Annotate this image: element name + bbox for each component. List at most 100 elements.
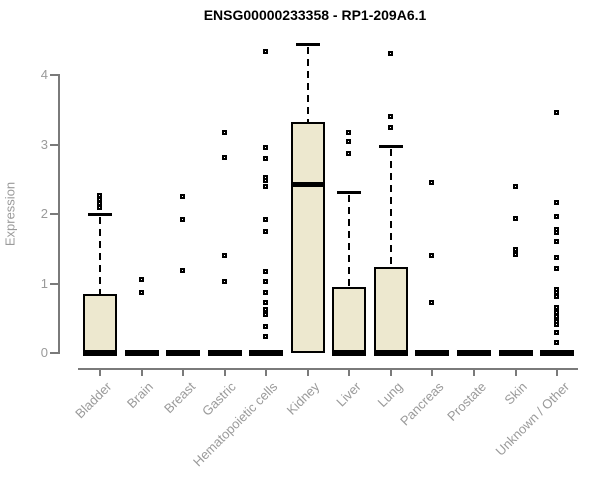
whisker-cap-kidney (295, 42, 320, 46)
outlier-point (180, 267, 186, 273)
whisker-lung (389, 148, 392, 267)
outlier-point (221, 279, 227, 285)
x-axis-line (78, 368, 578, 370)
outlier-point (221, 252, 227, 258)
median-liver (332, 350, 367, 356)
outlier-point (138, 277, 144, 283)
x-axis-tick (182, 368, 185, 376)
outlier-point (512, 183, 518, 189)
y-axis-line (58, 74, 60, 354)
outlier-point (387, 124, 393, 130)
median-unknown-other (540, 350, 575, 356)
outlier-point (512, 215, 518, 221)
outlier-point (221, 154, 227, 160)
x-axis-tick (431, 368, 434, 376)
median-lung (373, 350, 408, 356)
y-tick-label: 0 (40, 345, 48, 360)
x-tick-label-gastric: Gastric (199, 379, 240, 419)
median-prostate (456, 350, 491, 356)
outlier-point (97, 201, 102, 207)
outlier-point (263, 156, 269, 162)
x-tick-label-skin: Skin (501, 379, 531, 408)
y-axis-tick (50, 282, 58, 285)
outlier-point (387, 51, 393, 57)
outlier-point (554, 286, 560, 292)
outlier-point (554, 226, 560, 232)
outlier-point (554, 340, 560, 346)
outlier-point (346, 150, 352, 156)
outlier-point (554, 309, 560, 315)
outlier-point (263, 299, 269, 305)
median-brain (124, 350, 159, 356)
median-skin (498, 350, 533, 356)
x-tick-label-unknown-other: Unknown / Other (492, 379, 572, 459)
outlier-point (263, 174, 269, 180)
outlier-point (263, 229, 269, 235)
outlier-point (554, 238, 560, 244)
x-axis-tick (99, 368, 101, 376)
x-axis-tick (556, 368, 559, 376)
outlier-point (263, 311, 269, 317)
box-kidney (290, 122, 325, 353)
y-axis-tick (50, 213, 58, 215)
whisker-liver (348, 194, 351, 287)
outlier-point (554, 214, 560, 220)
outlier-point (263, 49, 269, 55)
y-tick-label: 3 (40, 136, 48, 152)
median-hematopoietic-cells (249, 350, 284, 356)
outlier-point (97, 192, 102, 198)
x-tick-label-lung: Lung (374, 379, 406, 411)
y-axis-tick (50, 352, 58, 354)
x-tick-label-bladder: Bladder (72, 379, 115, 422)
x-tick-label-brain: Brain (124, 379, 157, 412)
outlier-point (512, 247, 518, 253)
outlier-point (554, 265, 560, 271)
outlier-point (97, 197, 102, 203)
y-axis-tick (50, 143, 58, 146)
outlier-point (263, 306, 269, 312)
outlier-point (263, 268, 269, 274)
outlier-point (554, 329, 560, 335)
median-bladder (83, 350, 117, 356)
outlier-point (97, 205, 102, 211)
outlier-point (554, 313, 560, 319)
x-axis-tick (514, 368, 517, 376)
outlier-point (263, 290, 269, 296)
outlier-point (346, 139, 352, 145)
outlier-point (429, 253, 435, 259)
whisker-cap-lung (378, 144, 403, 148)
box-lung (373, 266, 408, 353)
outlier-point (263, 279, 269, 285)
x-tick-label-prostate: Prostate (443, 379, 489, 424)
x-axis-tick (472, 368, 475, 376)
outlier-point (346, 129, 352, 135)
outlier-point (554, 110, 560, 116)
x-axis-tick (140, 368, 143, 376)
whisker-kidney (306, 46, 309, 123)
y-axis-tick (50, 74, 58, 76)
x-tick-label-breast: Breast (160, 379, 198, 417)
box-liver (332, 286, 367, 353)
outlier-point (180, 217, 186, 223)
outlier-point (263, 217, 269, 223)
y-tick-label: 4 (40, 67, 48, 82)
x-axis-tick (348, 368, 351, 376)
outlier-point (429, 179, 435, 185)
x-axis-tick (389, 368, 392, 376)
whisker-cap-bladder (88, 213, 112, 216)
x-axis-tick (306, 368, 309, 376)
box-bladder (83, 293, 117, 353)
x-tick-label-pancreas: Pancreas (397, 379, 448, 429)
median-pancreas (415, 350, 450, 356)
outlier-point (554, 199, 560, 205)
outlier-point (387, 113, 393, 119)
outlier-point (180, 194, 186, 200)
outlier-point (554, 318, 560, 324)
x-tick-label-kidney: Kidney (283, 379, 323, 418)
outlier-point (263, 183, 269, 189)
outlier-point (512, 252, 518, 257)
median-gastric (207, 350, 242, 356)
whisker-bladder (99, 217, 101, 294)
median-breast (166, 350, 201, 356)
